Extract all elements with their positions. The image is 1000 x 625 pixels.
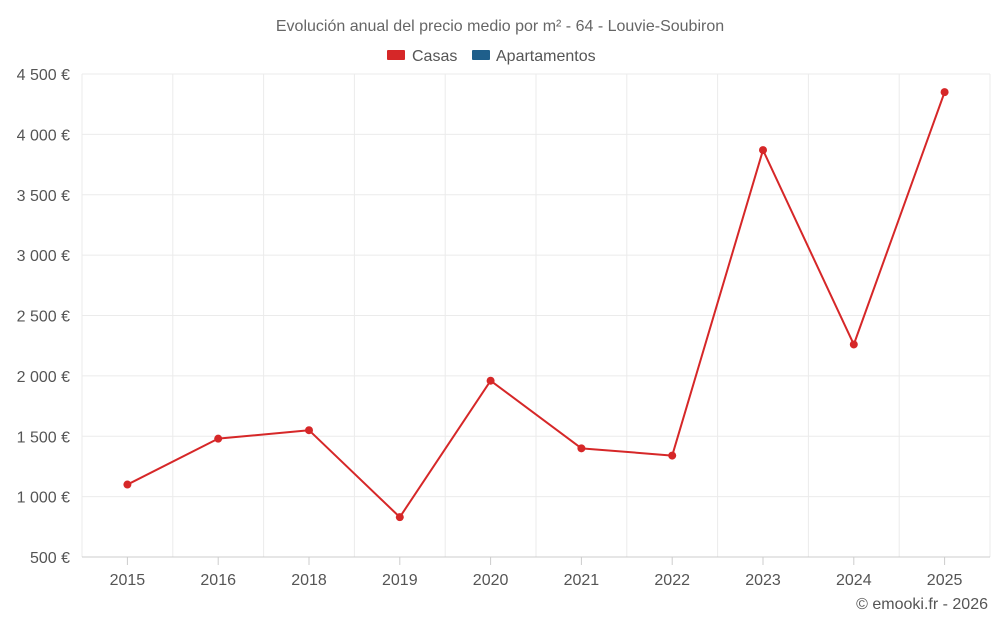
chart-title: Evolución anual del precio medio por m² …: [276, 18, 724, 35]
y-tick-label: 1 500 €: [17, 429, 70, 446]
x-tick-label: 2025: [927, 572, 963, 589]
x-tick-label: 2016: [200, 572, 236, 589]
x-tick-label: 2019: [382, 572, 418, 589]
data-point-2021[interactable]: [577, 444, 586, 453]
y-tick-label: 2 500 €: [17, 309, 70, 326]
y-tick-label: 3 500 €: [17, 188, 70, 205]
series-casas: [123, 88, 949, 522]
x-tick-label: 2020: [473, 572, 509, 589]
x-axis: 2015 2016 2018 2019 2020 2021 2022 2023 2024 2025: [82, 556, 990, 589]
data-point-2020[interactable]: [486, 376, 495, 385]
legend: Casas Apartamentos: [387, 48, 596, 65]
y-tick-label: 4 500 €: [17, 67, 70, 84]
x-tick-label: 2021: [564, 572, 600, 589]
y-tick-label: 1 000 €: [17, 490, 70, 507]
legend-label-apartamentos[interactable]: Apartamentos: [496, 48, 596, 65]
y-tick-label: 2 000 €: [17, 369, 70, 386]
x-tick-label: 2022: [654, 572, 690, 589]
legend-swatch-casas: [387, 50, 405, 60]
data-point-2025[interactable]: [940, 88, 949, 97]
x-tick-label: 2018: [291, 572, 327, 589]
legend-label-casas[interactable]: Casas: [412, 48, 457, 65]
credit: © emooki.fr - 2026: [856, 596, 988, 613]
grid: [81, 73, 991, 558]
data-point-2022[interactable]: [668, 451, 677, 460]
series-line-casas: [126, 91, 946, 519]
data-point-2019[interactable]: [395, 513, 404, 522]
y-axis: 500 € 1 000 € 1 500 € 2 000 € 2 500 € 3 000 €…: [17, 67, 70, 567]
data-point-2024[interactable]: [849, 340, 858, 349]
data-point-2016[interactable]: [214, 434, 223, 443]
legend-swatch-apartamentos: [472, 50, 490, 60]
data-point-2018[interactable]: [305, 426, 313, 435]
y-tick-label: 3 000 €: [17, 248, 70, 265]
y-tick-label: 500 €: [30, 550, 70, 567]
x-tick-label: 2024: [836, 572, 872, 589]
data-point-2023[interactable]: [759, 146, 767, 155]
data-point-2015[interactable]: [123, 480, 132, 489]
x-tick-label: 2023: [745, 572, 781, 589]
y-tick-label: 4 000 €: [17, 127, 70, 144]
x-tick-label: 2015: [110, 572, 146, 589]
